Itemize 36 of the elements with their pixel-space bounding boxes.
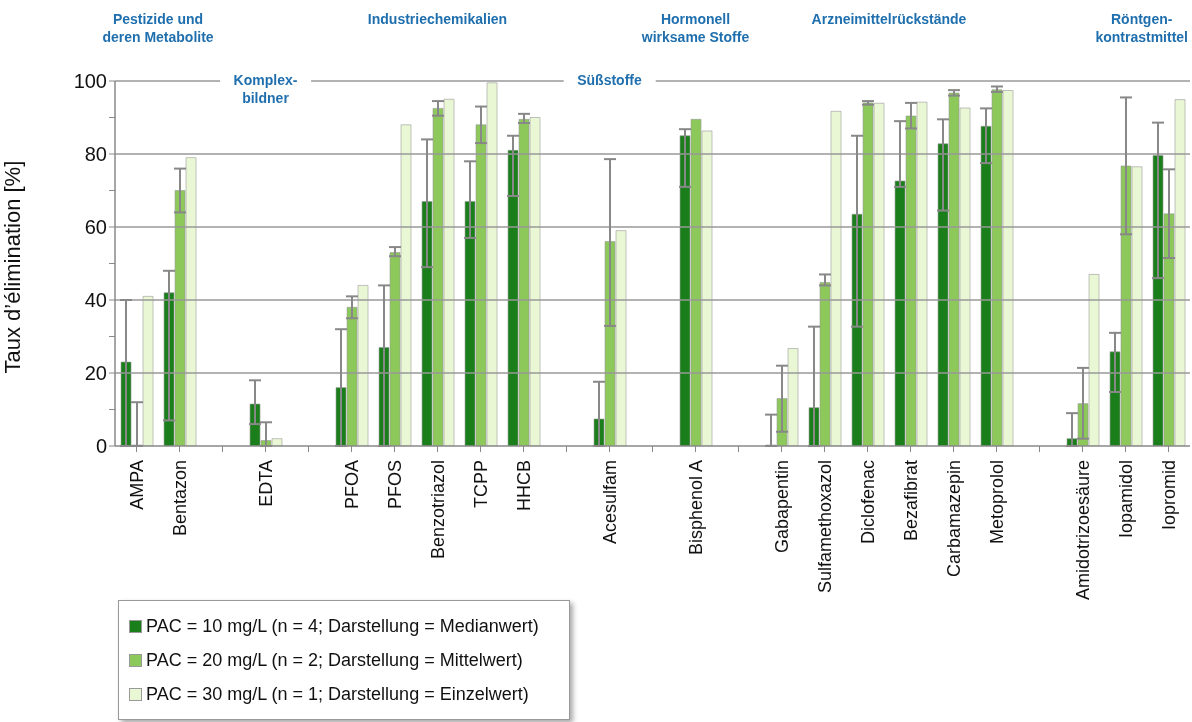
x-tick-label: PFOS (384, 460, 405, 510)
x-tick-label: Acesulfam (599, 460, 620, 545)
x-tick-label: Bisphenol A (685, 460, 706, 556)
x-tick-label: Amidotrizoesäure (1072, 460, 1093, 601)
x-tick-label: Sulfamethoxazol (814, 460, 835, 594)
legend-label: PAC = 30 mg/L (n = 1; Darstellung = Einzelwert) (145, 683, 530, 706)
text: Röntgen- kontrastmittel (1095, 10, 1188, 46)
y-tick-label: 60 (84, 216, 107, 239)
x-tick-label: Carbamazepin (943, 460, 964, 578)
x-tick-label: Diclofenac (857, 460, 878, 545)
annotation: Komplex- bildner (233, 71, 298, 107)
x-tick-label: AMPA (126, 460, 147, 510)
text: Hormonell wirksame Stoffe (641, 10, 750, 46)
x-tick-label: Iopamidol (1115, 460, 1136, 539)
annotation: Süßstoffe (577, 71, 642, 89)
y-tick-label: 100 (73, 70, 107, 93)
y-tick-label: 80 (84, 143, 107, 166)
y-axis-title: Taux d’élimination [%] (0, 160, 25, 374)
x-tick-label: Bezafibrat (900, 460, 921, 542)
x-tick-label: HHCB (513, 460, 534, 512)
x-tick-label: Benzotriazol (427, 460, 448, 560)
x-tick-label: Bentazon (169, 460, 190, 537)
legend-label: PAC = 10 mg/L (n = 4; Darstellung = Medianwert) (145, 615, 540, 638)
y-tick-label: 0 (95, 435, 107, 458)
x-tick-label: TCPP (470, 460, 491, 509)
legend-label: PAC = 20 mg/L (n = 2; Darstellung = Mittelwert) (145, 649, 524, 672)
x-tick-label: Metoprolol (986, 460, 1007, 545)
text: Pestizide und deren Metabolite (102, 10, 214, 46)
x-tick-label: Gabapentin (771, 460, 792, 554)
x-tick-label: Iopromid (1158, 460, 1179, 531)
x-tick-label: EDTA (255, 460, 276, 507)
text: Arzneimittelrückstände (811, 10, 967, 28)
y-tick-label: 40 (84, 289, 107, 312)
x-tick-label: PFOA (341, 460, 362, 510)
y-tick-label: 20 (84, 362, 107, 385)
text: Industriechemikalien (367, 10, 508, 28)
